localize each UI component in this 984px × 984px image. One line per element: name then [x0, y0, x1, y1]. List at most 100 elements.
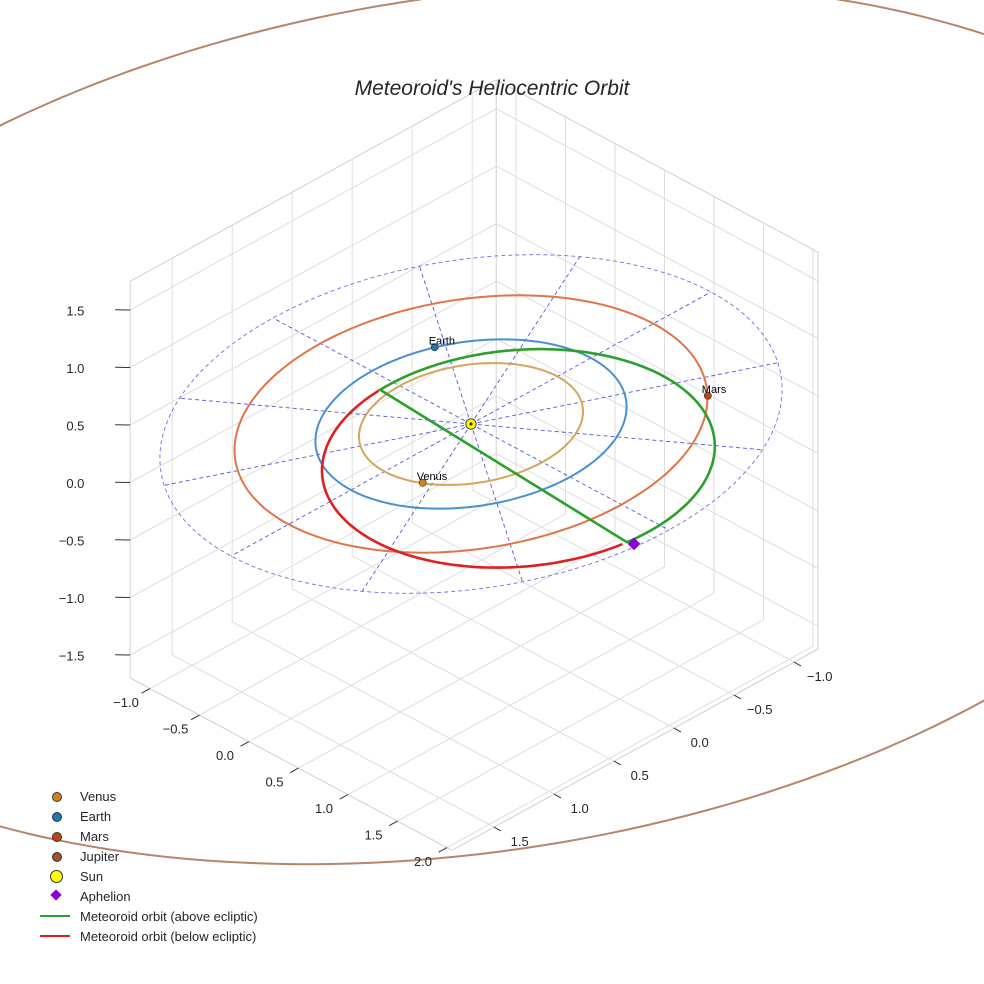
venus-label: Venus [417, 471, 448, 483]
legend-diamond-icon [50, 889, 62, 901]
legend-label: Mars [80, 828, 109, 844]
x-tick-mark [339, 794, 349, 800]
y-tick-label: 1.0 [571, 801, 589, 816]
x-tick-label: −0.5 [163, 721, 189, 736]
venus-orbit [358, 362, 584, 486]
legend: Venus Earth Mars Jupiter Sun Aphelion Meteoroi… [38, 786, 258, 946]
wall-grid-line [129, 108, 497, 311]
floor-grid-line [171, 654, 495, 828]
jupiter-orbit [0, 0, 984, 866]
meteoroid-orbit [320, 347, 717, 569]
legend-symbol [38, 846, 76, 866]
y-tick-label: 0.0 [691, 735, 709, 750]
floor-grid-line [471, 489, 795, 663]
z-tick-label: −0.5 [59, 534, 85, 549]
y-tick-mark [793, 661, 802, 667]
pane-edge [129, 677, 453, 851]
z-tick-label: 0.5 [66, 419, 84, 434]
legend-label: Meteoroid orbit (above ecliptic) [80, 908, 258, 924]
x-tick-label: −1.0 [113, 695, 139, 710]
sun-center [469, 422, 473, 426]
axis-ticks: −1.0 −0.5 0.0 0.5 1.0 1.5 2.0 −1.0 −0.5 0.0 0.5 1.0… [59, 304, 833, 869]
x-tick-mark [289, 767, 299, 774]
floor-grid-line [411, 522, 735, 696]
legend-label: Aphelion [80, 888, 131, 904]
chart-title: Meteoroid's Heliocentric Orbit [355, 77, 631, 100]
legend-label: Meteoroid orbit (below ecliptic) [80, 928, 257, 944]
y-tick-label: 0.5 [631, 768, 649, 783]
legend-item: Meteoroid orbit (above ecliptic) [38, 906, 258, 926]
z-tick-label: −1.5 [59, 649, 85, 664]
x-tick-mark [388, 820, 398, 827]
y-tick-label: −1.0 [807, 669, 833, 684]
meteoroid-orbit-below [320, 389, 623, 569]
wall-grid-line [129, 395, 497, 598]
y-tick-mark [673, 727, 682, 733]
floor-grid-line [351, 555, 675, 729]
x-tick-mark [141, 688, 151, 694]
z-tick-label: 1.5 [66, 304, 84, 319]
floor-grid-line [248, 539, 616, 743]
legend-symbol [38, 806, 76, 826]
legend-line-icon [40, 935, 70, 937]
z-tick-label: 0.0 [66, 476, 84, 491]
legend-item: Sun [38, 866, 258, 886]
mars-label: Mars [702, 384, 727, 396]
grid-lines [129, 90, 819, 849]
aphelion-marker [627, 537, 641, 551]
legend-dot-icon [52, 852, 62, 862]
floor-grid-line [446, 645, 814, 849]
wall-grid-line [495, 338, 819, 512]
floor-grid-line [199, 513, 566, 716]
y-tick-label: 1.5 [511, 834, 529, 849]
venus-marker [418, 478, 427, 487]
floor-grid-line [231, 621, 555, 795]
legend-sun-icon [50, 870, 63, 883]
legend-symbol [38, 826, 76, 846]
legend-item: Earth [38, 806, 258, 826]
x-tick-mark [190, 714, 200, 721]
x-tick-mark [240, 741, 250, 747]
legend-symbol [38, 786, 76, 806]
floor-grid-line [298, 566, 665, 769]
wall-grid-line [495, 108, 819, 282]
earth-marker [430, 343, 439, 352]
x-tick-label: 1.0 [315, 801, 333, 816]
x-tick-label: 0.5 [265, 774, 283, 789]
x-tick-label: 2.0 [414, 854, 432, 869]
legend-symbol [38, 926, 76, 946]
wall-grid-line [129, 280, 497, 483]
x-tick-mark [438, 847, 448, 853]
legend-symbol [38, 906, 76, 926]
jupiter-orbit-arcs [0, 0, 984, 866]
legend-symbol [38, 866, 76, 886]
y-tick-mark [733, 694, 742, 700]
legend-dot-icon [52, 812, 62, 822]
mars-marker [703, 391, 712, 400]
floor-grid-line [347, 592, 715, 796]
wall-grid-line [129, 165, 497, 368]
y-tick-mark [613, 760, 622, 766]
legend-dot-icon [52, 832, 62, 842]
wall-grid-line [129, 453, 497, 656]
legend-label: Sun [80, 868, 104, 884]
axis-panes [129, 79, 819, 851]
floor-grid-line [291, 588, 615, 762]
floor-grid-line [397, 619, 764, 822]
pane-edge [451, 648, 819, 851]
legend-symbol [38, 886, 76, 906]
legend-line-icon [40, 915, 70, 917]
planet-orbits [233, 294, 709, 554]
wall-grid-line [495, 223, 819, 397]
pane-edge [129, 79, 497, 282]
legend-dot-icon [52, 792, 62, 802]
z-tick-label: 1.0 [66, 361, 84, 376]
y-tick-mark [553, 793, 562, 799]
wall-grid-line [495, 280, 819, 454]
legend-item: Jupiter [38, 846, 258, 866]
meteoroid-orbit-above [377, 347, 717, 544]
legend-item: Venus [38, 786, 258, 806]
y-tick-mark [493, 826, 502, 832]
pane-edge [495, 79, 819, 253]
